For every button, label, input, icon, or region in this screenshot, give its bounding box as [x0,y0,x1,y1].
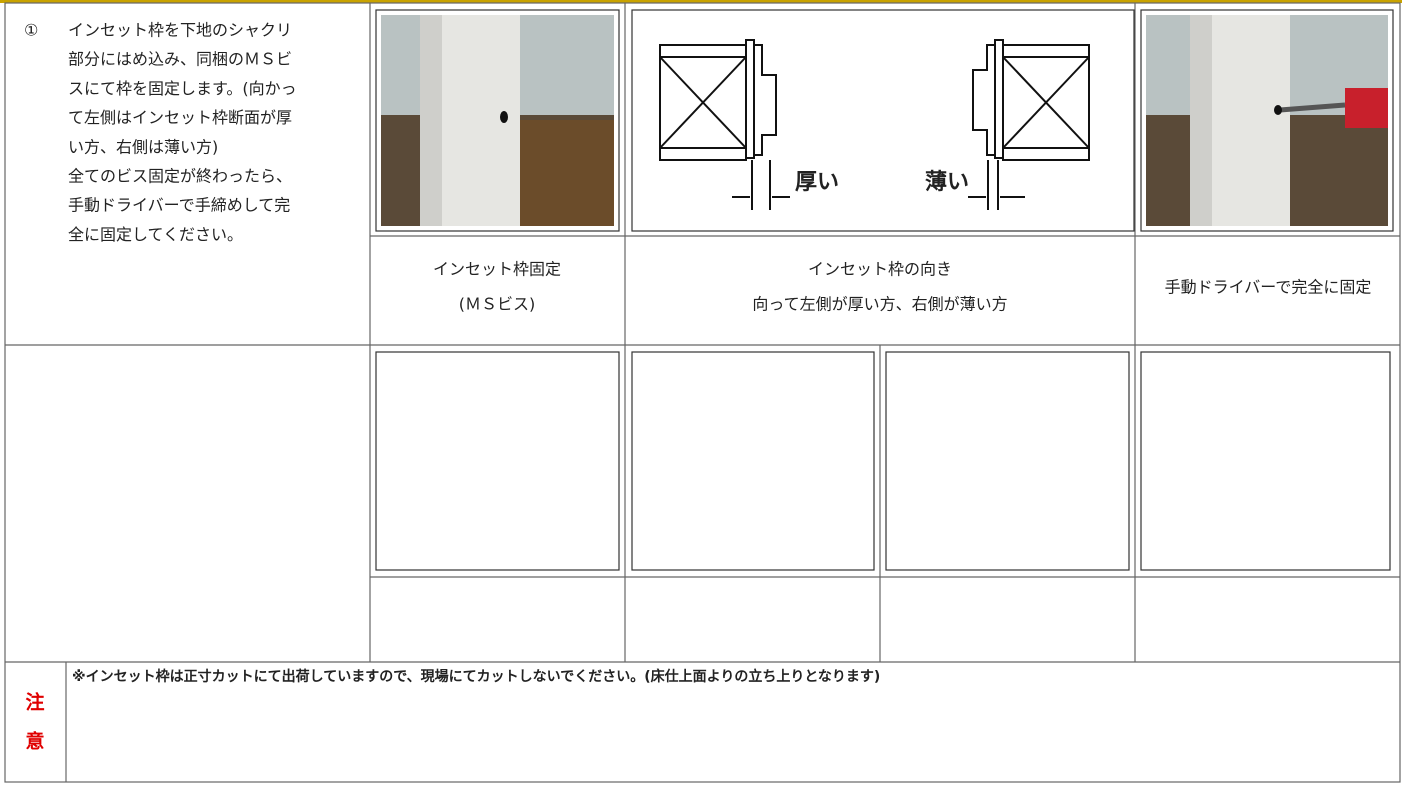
thick-label: 厚い [795,170,839,195]
caption: インセット枠の向き [808,260,952,279]
notice-text: ※インセット枠は正寸カットにて出荷していますので、現場にてカットしないでください… [72,668,880,685]
thin-label: 薄い [925,170,969,195]
step-number: ① [24,21,38,40]
top-rule [0,0,1402,3]
caption: インセット枠固定 [433,260,561,279]
step-text: 手動ドライバーで手締めして完 [68,196,290,215]
caption: (ＭＳビス) [459,295,536,314]
step-text: スにて枠を固定します。(向かっ [68,79,297,98]
step-text: い方、右側は薄い方) [68,137,218,156]
step-text: 全てのビス固定が終わったら、 [68,167,292,186]
step-text: インセット枠を下地のシャクリ [68,21,292,40]
table-grid [4,2,1401,783]
caption: 向って左側が厚い方、右側が薄い方 [752,295,1007,314]
photo-inset-frame [375,9,620,232]
orientation-diagram: 厚い 薄い [631,9,1135,232]
empty-photo-boxes [375,351,1391,571]
step-text: て左側はインセット枠断面が厚 [68,108,292,127]
notice-label: 意 [25,730,44,753]
step-text: 全に固定してください。 [68,225,243,244]
photo-screwdriver [1140,9,1394,232]
step-text: 部分にはめ込み、同梱のＭＳビ [68,50,292,69]
notice-label: 注 [25,691,44,714]
caption: 手動ドライバーで完全に固定 [1165,278,1372,297]
